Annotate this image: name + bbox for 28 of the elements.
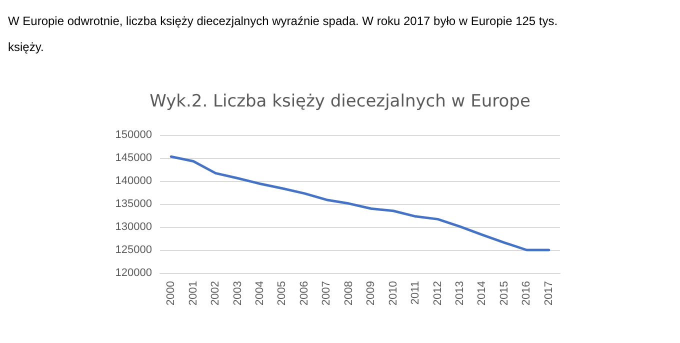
x-tick-label: 2009 [365, 281, 378, 306]
x-tick-label: 2012 [432, 281, 444, 306]
x-tick-label: 2010 [387, 281, 400, 306]
text: W Europie odwrotnie, liczba księży diecezjalnych wyraźnie spada. W roku 2017 było w Europie 125 tys. księży. [8, 13, 559, 56]
chart-title: Wyk.2. Liczba księży diecezjalnych w Europe [150, 92, 530, 112]
x-tick-label: 2015 [498, 281, 510, 306]
x-tick-label: 2005 [276, 281, 288, 306]
x-tick-label: 2007 [320, 281, 333, 306]
x-tick-label: 2001 [187, 281, 200, 306]
x-tick-label: 2016 [520, 281, 533, 306]
y-tick-label: 120000 [115, 267, 152, 279]
x-tick-label: 2004 [254, 281, 266, 306]
x-tick-label: 2000 [165, 281, 178, 306]
y-tick-label: 145000 [115, 152, 152, 164]
x-tick-label: 2014 [476, 281, 488, 306]
x-tick-label: 2006 [298, 281, 310, 306]
y-tick-label: 135000 [115, 198, 152, 210]
y-tick-label: 130000 [115, 221, 152, 233]
line-series [170, 155, 550, 252]
x-tick-label: 2002 [210, 281, 222, 306]
x-tick-label: 2013 [454, 281, 466, 306]
x-tick-label: 2008 [342, 281, 355, 306]
y-tick-label: 125000 [115, 244, 152, 256]
x-tick-label: 2017 [542, 281, 555, 306]
y-tick-label: 150000 [115, 129, 152, 141]
x-tick-label: 2011 [410, 281, 422, 305]
y-tick-label: 140000 [115, 175, 152, 187]
x-tick-label: 2003 [232, 281, 244, 306]
